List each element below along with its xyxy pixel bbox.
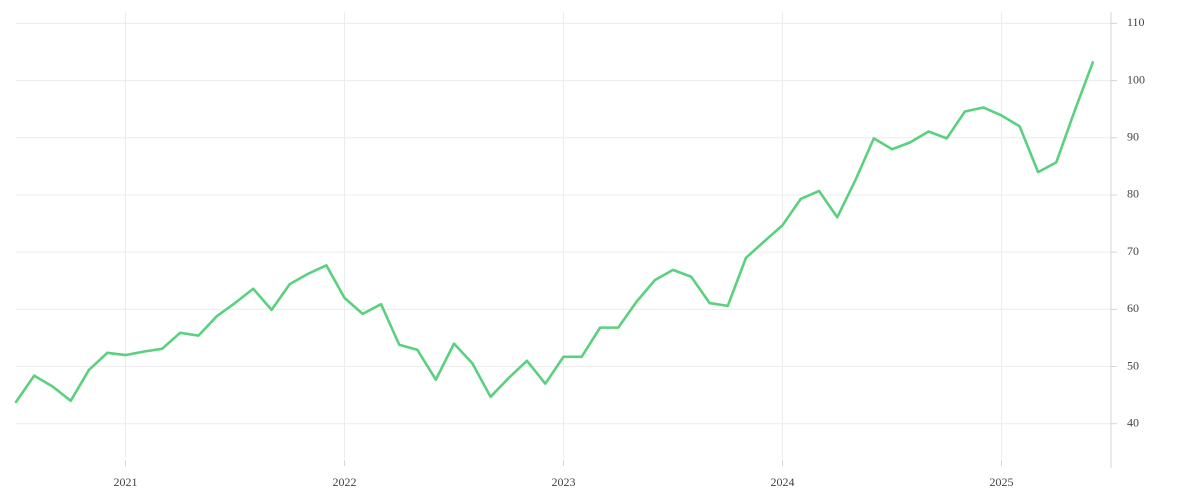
y-tick-label: 90 bbox=[1127, 130, 1139, 144]
x-tick-label: 2024 bbox=[771, 475, 795, 489]
x-tick-label: 2025 bbox=[990, 475, 1014, 489]
y-tick-label: 60 bbox=[1127, 301, 1139, 315]
x-tick-label: 2022 bbox=[333, 475, 357, 489]
y-tick-label: 100 bbox=[1127, 72, 1145, 86]
y-tick-label: 110 bbox=[1127, 15, 1145, 29]
y-tick-label: 50 bbox=[1127, 358, 1139, 372]
price-line bbox=[14, 61, 1095, 404]
y-tick-label: 80 bbox=[1127, 187, 1139, 201]
y-tick-label: 70 bbox=[1127, 244, 1139, 258]
x-tick-label: 2021 bbox=[114, 475, 138, 489]
y-tick-label: 40 bbox=[1127, 415, 1139, 429]
x-tick-label: 2023 bbox=[552, 475, 576, 489]
